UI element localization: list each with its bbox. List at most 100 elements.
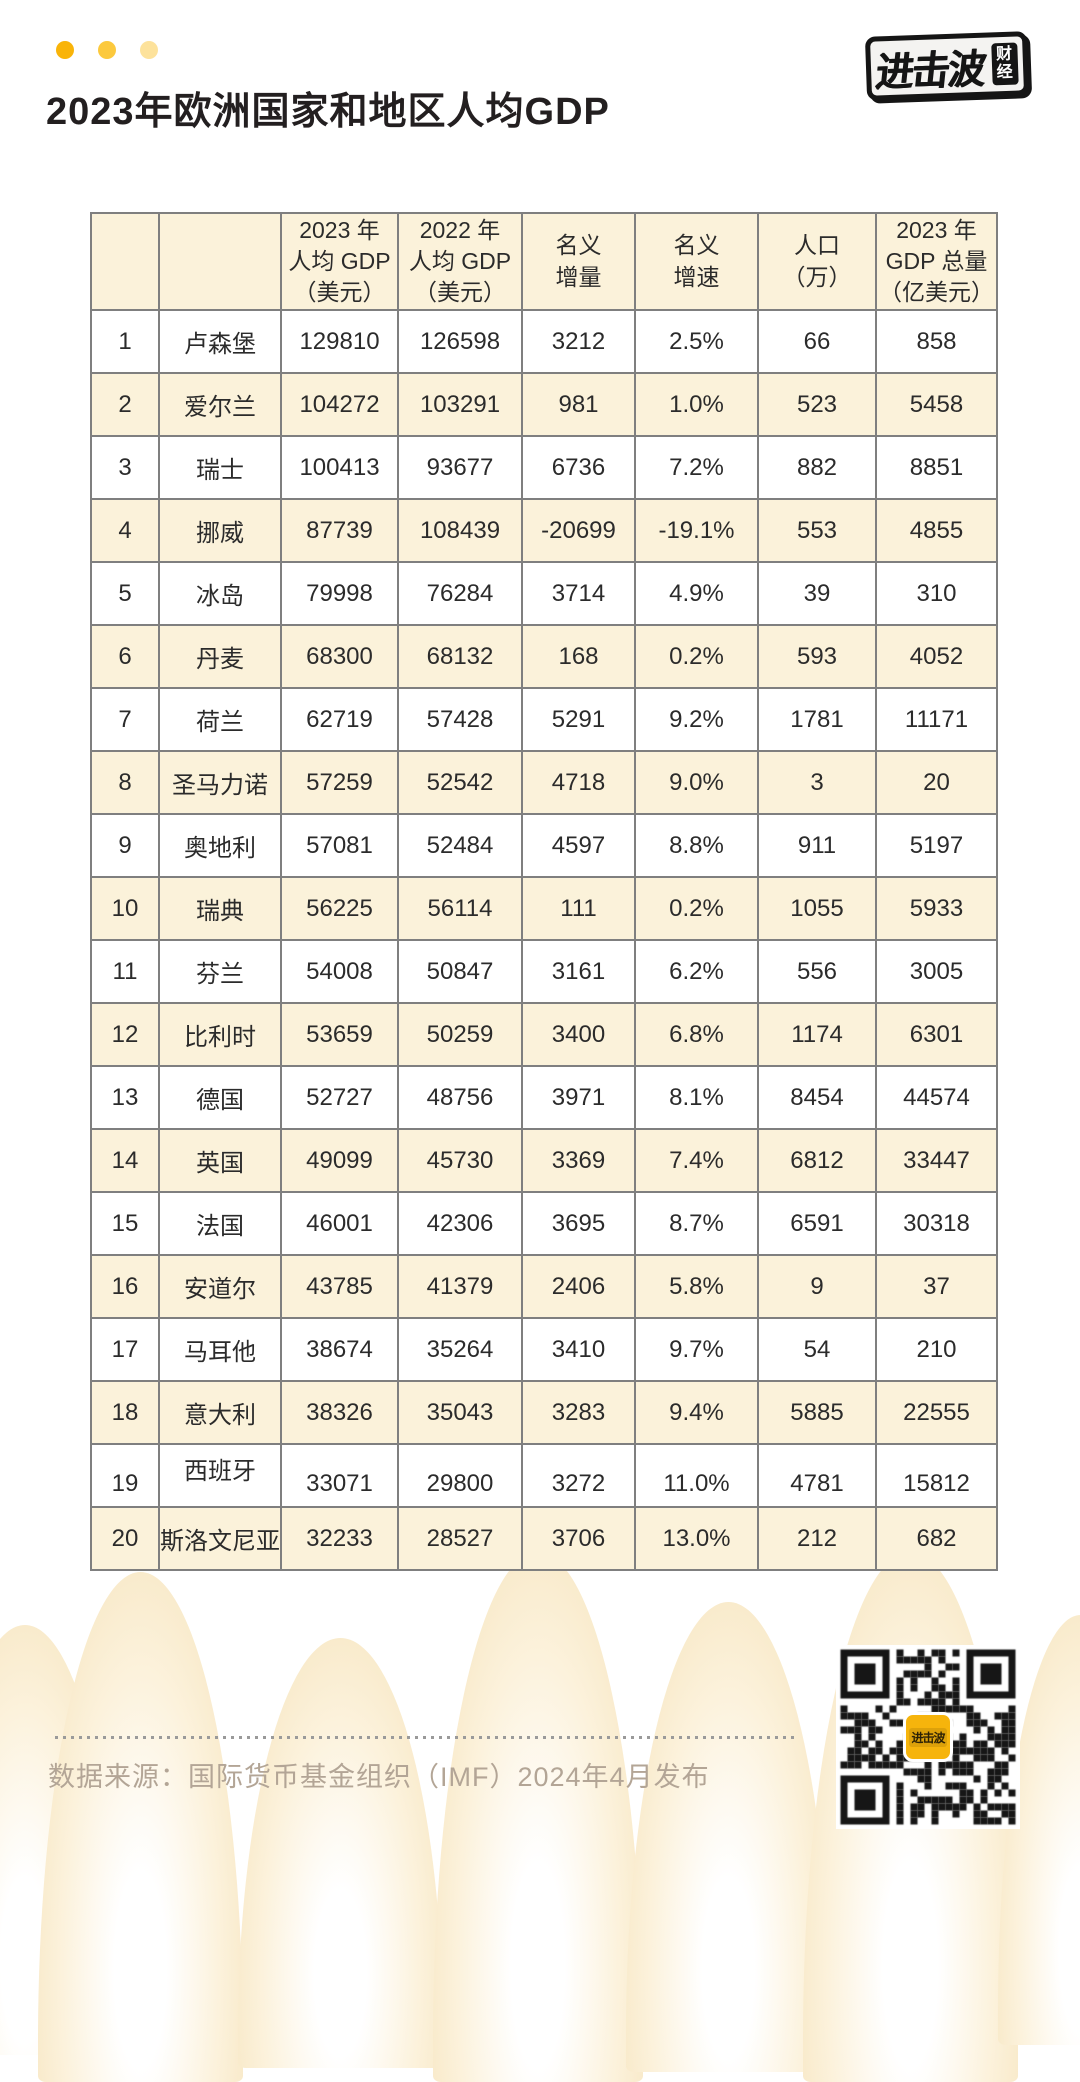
cell-nominal-growth: 6.2% bbox=[634, 939, 759, 1004]
table-row: 10 瑞典 56225 56114 111 0.2% 1055 5933 bbox=[90, 876, 998, 941]
table-row: 11 芬兰 54008 50847 3161 6.2% 556 3005 bbox=[90, 939, 998, 1004]
cell-population: 54 bbox=[757, 1317, 877, 1382]
petal-shape bbox=[433, 1552, 643, 2082]
logo-main-text: 进击波 bbox=[873, 47, 987, 96]
gdp-table: 2023 年 人均 GDP （美元） 2022 年 人均 GDP （美元） 名义 增… bbox=[90, 212, 998, 1571]
cell-gdp-2023: 79998 bbox=[280, 561, 399, 626]
cell-gdp-2022: 29800 bbox=[397, 1443, 523, 1508]
cell-country: 卢森堡 bbox=[158, 309, 282, 374]
cell-gdp-total: 20 bbox=[875, 750, 998, 815]
cell-nominal-increase: 3369 bbox=[521, 1128, 636, 1193]
cell-gdp-2023: 43785 bbox=[280, 1254, 399, 1319]
cell-country: 西班牙 bbox=[158, 1443, 282, 1508]
cell-gdp-total: 3005 bbox=[875, 939, 998, 1004]
cell-gdp-2022: 45730 bbox=[397, 1128, 523, 1193]
cell-nominal-growth: 0.2% bbox=[634, 876, 759, 941]
cell-country: 奥地利 bbox=[158, 813, 282, 878]
cell-country: 斯洛文尼亚 bbox=[158, 1506, 282, 1571]
cell-rank: 2 bbox=[90, 372, 160, 437]
table-row: 4 挪威 87739 108439 -20699 -19.1% 553 4855 bbox=[90, 498, 998, 563]
cell-gdp-2022: 57428 bbox=[397, 687, 523, 752]
cell-nominal-increase: 3706 bbox=[521, 1506, 636, 1571]
cell-population: 8454 bbox=[757, 1065, 877, 1130]
cell-nominal-increase: 4718 bbox=[521, 750, 636, 815]
column-header-nominal-increase: 名义 增量 bbox=[521, 212, 636, 311]
cell-population: 3 bbox=[757, 750, 877, 815]
cell-population: 39 bbox=[757, 561, 877, 626]
column-header-population: 人口 （万） bbox=[757, 212, 877, 311]
cell-population: 882 bbox=[757, 435, 877, 500]
table-row: 7 荷兰 62719 57428 5291 9.2% 1781 11171 bbox=[90, 687, 998, 752]
cell-country: 圣马力诺 bbox=[158, 750, 282, 815]
cell-gdp-2023: 33071 bbox=[280, 1443, 399, 1508]
cell-nominal-growth: 8.1% bbox=[634, 1065, 759, 1130]
cell-gdp-2023: 100413 bbox=[280, 435, 399, 500]
cell-gdp-total: 11171 bbox=[875, 687, 998, 752]
cell-nominal-increase: 3272 bbox=[521, 1443, 636, 1508]
cell-nominal-growth: 9.7% bbox=[634, 1317, 759, 1382]
cell-gdp-total: 6301 bbox=[875, 1002, 998, 1067]
cell-gdp-total: 5197 bbox=[875, 813, 998, 878]
table-row: 2 爱尔兰 104272 103291 981 1.0% 523 5458 bbox=[90, 372, 998, 437]
cell-gdp-2023: 57081 bbox=[280, 813, 399, 878]
cell-rank: 18 bbox=[90, 1380, 160, 1445]
qr-icon-text: 进击波 bbox=[909, 1727, 947, 1747]
cell-country: 德国 bbox=[158, 1065, 282, 1130]
cell-rank: 12 bbox=[90, 1002, 160, 1067]
qr-code: 进击波 bbox=[836, 1645, 1020, 1829]
cell-population: 523 bbox=[757, 372, 877, 437]
table-row: 19 西班牙 33071 29800 3272 11.0% 4781 15812 bbox=[90, 1443, 998, 1508]
petal-shape bbox=[238, 1638, 443, 2068]
cell-nominal-growth: 11.0% bbox=[634, 1443, 759, 1508]
cell-nominal-growth: -19.1% bbox=[634, 498, 759, 563]
cell-rank: 17 bbox=[90, 1317, 160, 1382]
table-row: 18 意大利 38326 35043 3283 9.4% 5885 22555 bbox=[90, 1380, 998, 1445]
column-header-gdp-total: 2023 年 GDP 总量 （亿美元） bbox=[875, 212, 998, 311]
cell-nominal-increase: 6736 bbox=[521, 435, 636, 500]
cell-gdp-2022: 50847 bbox=[397, 939, 523, 1004]
cell-gdp-2022: 42306 bbox=[397, 1191, 523, 1256]
cell-nominal-increase: 111 bbox=[521, 876, 636, 941]
table-row: 3 瑞士 100413 93677 6736 7.2% 882 8851 bbox=[90, 435, 998, 500]
cell-nominal-growth: 7.2% bbox=[634, 435, 759, 500]
table-row: 1 卢森堡 129810 126598 3212 2.5% 66 858 bbox=[90, 309, 998, 374]
cell-gdp-2022: 103291 bbox=[397, 372, 523, 437]
cell-gdp-total: 210 bbox=[875, 1317, 998, 1382]
cell-gdp-2023: 46001 bbox=[280, 1191, 399, 1256]
cell-nominal-growth: 4.9% bbox=[634, 561, 759, 626]
cell-nominal-increase: 5291 bbox=[521, 687, 636, 752]
cell-gdp-2023: 49099 bbox=[280, 1128, 399, 1193]
cell-gdp-total: 15812 bbox=[875, 1443, 998, 1508]
cell-population: 6812 bbox=[757, 1128, 877, 1193]
cell-rank: 10 bbox=[90, 876, 160, 941]
cell-nominal-growth: 9.2% bbox=[634, 687, 759, 752]
petal-shape bbox=[626, 1602, 831, 2072]
cell-gdp-total: 682 bbox=[875, 1506, 998, 1571]
cell-nominal-increase: 3161 bbox=[521, 939, 636, 1004]
cell-gdp-total: 30318 bbox=[875, 1191, 998, 1256]
petal-shape bbox=[38, 1572, 243, 2082]
cell-gdp-2022: 126598 bbox=[397, 309, 523, 374]
table-row: 5 冰岛 79998 76284 3714 4.9% 39 310 bbox=[90, 561, 998, 626]
cell-rank: 4 bbox=[90, 498, 160, 563]
cell-gdp-total: 8851 bbox=[875, 435, 998, 500]
cell-nominal-growth: 1.0% bbox=[634, 372, 759, 437]
cell-population: 4781 bbox=[757, 1443, 877, 1508]
cell-gdp-2022: 93677 bbox=[397, 435, 523, 500]
cell-country: 英国 bbox=[158, 1128, 282, 1193]
cell-population: 1174 bbox=[757, 1002, 877, 1067]
cell-gdp-total: 5458 bbox=[875, 372, 998, 437]
cell-country: 荷兰 bbox=[158, 687, 282, 752]
cell-nominal-growth: 7.4% bbox=[634, 1128, 759, 1193]
cell-gdp-total: 37 bbox=[875, 1254, 998, 1319]
cell-gdp-total: 310 bbox=[875, 561, 998, 626]
cell-rank: 3 bbox=[90, 435, 160, 500]
cell-country: 冰岛 bbox=[158, 561, 282, 626]
column-header-gdp-2022: 2022 年 人均 GDP （美元） bbox=[397, 212, 523, 311]
cell-nominal-growth: 6.8% bbox=[634, 1002, 759, 1067]
cell-nominal-growth: 8.8% bbox=[634, 813, 759, 878]
cell-country: 丹麦 bbox=[158, 624, 282, 689]
cell-gdp-total: 44574 bbox=[875, 1065, 998, 1130]
cell-country: 安道尔 bbox=[158, 1254, 282, 1319]
cell-gdp-2022: 35043 bbox=[397, 1380, 523, 1445]
